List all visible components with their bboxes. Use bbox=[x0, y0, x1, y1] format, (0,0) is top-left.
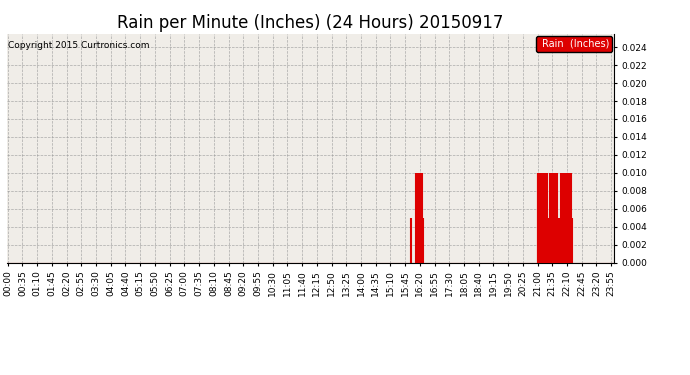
Legend: Rain  (Inches): Rain (Inches) bbox=[536, 36, 612, 51]
Text: Copyright 2015 Curtronics.com: Copyright 2015 Curtronics.com bbox=[8, 40, 150, 50]
Title: Rain per Minute (Inches) (24 Hours) 20150917: Rain per Minute (Inches) (24 Hours) 2015… bbox=[117, 14, 504, 32]
